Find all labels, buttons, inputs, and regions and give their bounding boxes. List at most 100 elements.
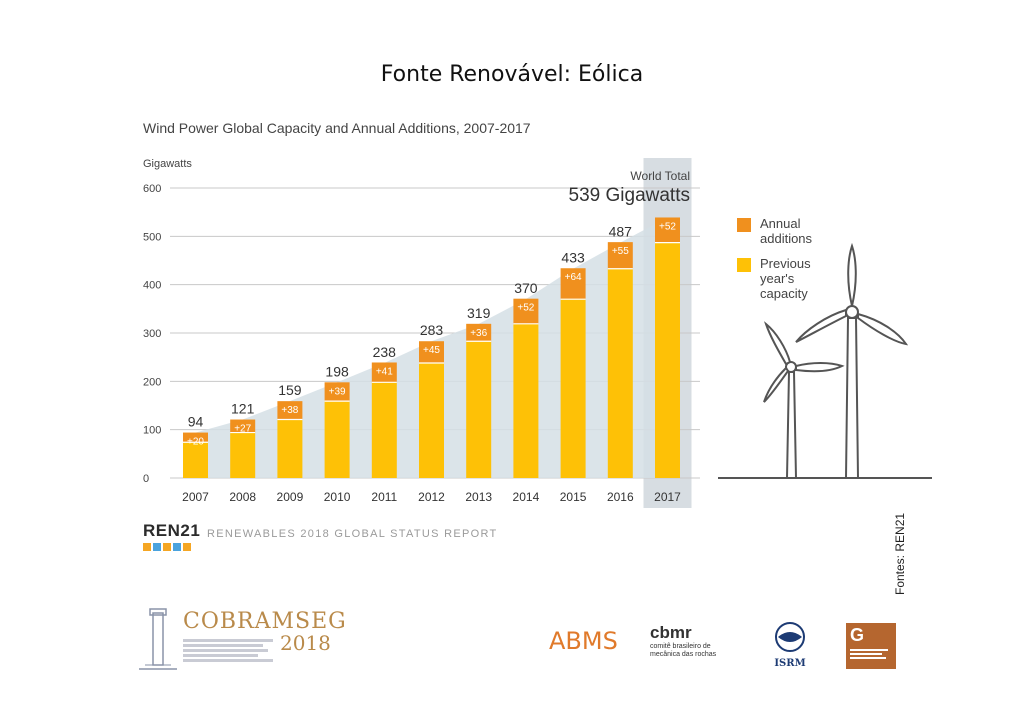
- y-axis-label: Gigawatts: [143, 158, 192, 170]
- abms-logo: ABMS: [545, 611, 618, 671]
- legend-label: additions: [760, 231, 813, 246]
- legend-label: year's: [760, 271, 795, 286]
- annotation-world-total: World Total: [630, 169, 690, 183]
- bar-annual-addition: [466, 323, 492, 342]
- globe-icon: [775, 622, 805, 652]
- addition-label: +27: [234, 424, 251, 435]
- addition-label: +20: [187, 437, 204, 448]
- ren21-logo: REN21: [143, 521, 200, 551]
- bar-annual-addition: [230, 419, 256, 433]
- x-tick-label: 2007: [182, 490, 209, 504]
- x-tick-label: 2009: [277, 490, 304, 504]
- cobramseg-logo: COBRAMSEG 2018: [135, 603, 346, 675]
- bar-annual-addition: [560, 268, 586, 300]
- y-tick-label: 300: [143, 328, 161, 340]
- total-label: 433: [561, 250, 585, 266]
- addition-label: +45: [423, 345, 440, 356]
- y-tick-label: 0: [143, 473, 149, 485]
- spg-logo-letter: G: [850, 625, 865, 645]
- x-tick-label: 2015: [560, 490, 587, 504]
- x-tick-label: 2017: [654, 490, 681, 504]
- bar-previous-capacity: [277, 419, 303, 478]
- y-tick-label: 500: [143, 231, 161, 243]
- bar-annual-addition: [277, 401, 303, 420]
- isrm-logo: ISRM: [767, 621, 813, 671]
- bar-previous-capacity: [655, 242, 680, 478]
- addition-label: +41: [376, 366, 393, 377]
- addition-label: +55: [612, 246, 629, 257]
- ren21-logo-text: REN21: [143, 521, 201, 540]
- isrm-logo-text: ISRM: [774, 658, 806, 669]
- small-turbine-blade: [795, 362, 845, 373]
- large-turbine-blade: [847, 242, 857, 307]
- large-turbine-blade: [795, 308, 847, 343]
- legend-swatch: [737, 218, 751, 232]
- bar-annual-addition: [655, 217, 680, 243]
- ren21-logo-icons: [143, 543, 200, 551]
- abms-logo-text: ABMS: [549, 627, 618, 655]
- report-title: RENEWABLES 2018 GLOBAL STATUS REPORT: [207, 528, 498, 540]
- total-label: 319: [467, 305, 491, 321]
- cbmr-logo: cbmr comitê brasileiro de mecânica das r…: [650, 623, 730, 663]
- annotation-world-total-value: 539 Gigawatts: [569, 185, 690, 206]
- bar-previous-capacity: [513, 323, 539, 478]
- bar-previous-capacity: [607, 268, 633, 478]
- bar-annual-addition: [371, 362, 397, 383]
- small-turbine-blade: [763, 321, 792, 366]
- x-tick-label: 2016: [607, 490, 634, 504]
- cobramseg-title: COBRAMSEG: [183, 609, 347, 634]
- slide-title: Fonte Renovável: Eólica: [380, 62, 644, 87]
- cbmr-logo-text: cbmr: [650, 623, 692, 642]
- large-turbine-blade: [857, 312, 909, 346]
- bar-previous-capacity: [230, 432, 256, 478]
- total-label: 238: [373, 344, 397, 360]
- bar-previous-capacity: [324, 401, 350, 478]
- total-label: 121: [231, 401, 255, 417]
- source-note: Fontes: REN21: [893, 512, 907, 595]
- addition-label: +36: [470, 328, 487, 339]
- addition-label: +38: [281, 405, 298, 416]
- chart-title: Wind Power Global Capacity and Annual Ad…: [143, 120, 531, 136]
- lighthouse-icon: [139, 608, 177, 670]
- bar-annual-addition: [513, 298, 539, 324]
- bar-annual-addition: [419, 341, 444, 363]
- addition-label: +39: [329, 386, 346, 397]
- x-tick-label: 2011: [371, 490, 397, 504]
- cbmr-logo-subtitle: comitê brasileiro de mecânica das rochas: [650, 643, 717, 658]
- x-tick-label: 2014: [513, 490, 540, 504]
- x-tick-label: 2013: [465, 490, 492, 504]
- total-label: 94: [188, 414, 204, 430]
- total-label: 487: [609, 224, 633, 240]
- spg-logo-lines: [850, 647, 888, 661]
- bar-annual-addition: [183, 432, 208, 443]
- bar-previous-capacity: [371, 382, 397, 478]
- x-tick-label: 2008: [229, 490, 256, 504]
- x-tick-label: 2010: [324, 490, 351, 504]
- x-tick-label: 2012: [418, 490, 445, 504]
- cobramseg-subtitle-lines: [183, 637, 278, 664]
- bar-previous-capacity: [419, 362, 444, 478]
- cobramseg-year: 2018: [280, 631, 331, 655]
- legend-label: capacity: [760, 286, 808, 301]
- addition-label: +52: [659, 221, 676, 232]
- bar-previous-capacity: [466, 341, 492, 478]
- large-turbine-hub: [845, 305, 859, 319]
- large-turbine-tower: [844, 317, 860, 479]
- total-label: 370: [514, 280, 538, 296]
- bar-previous-capacity: [560, 299, 586, 478]
- small-turbine-tower: [785, 371, 798, 479]
- y-tick-label: 200: [143, 376, 161, 388]
- bar-annual-addition: [324, 382, 350, 402]
- total-label: 283: [420, 322, 444, 338]
- legend-label: Previous: [760, 256, 811, 271]
- y-tick-label: 100: [143, 425, 161, 437]
- y-tick-label: 600: [143, 183, 161, 195]
- bar-previous-capacity: [183, 442, 208, 478]
- partner-logos: COBRAMSEG 2018 ABMS cbmr comitê brasilei…: [0, 603, 1024, 683]
- spg-logo: G: [846, 623, 896, 669]
- total-label: 198: [325, 363, 349, 379]
- legend-swatch: [737, 258, 751, 272]
- legend-label: Annual: [760, 216, 801, 231]
- total-label: 159: [278, 382, 302, 398]
